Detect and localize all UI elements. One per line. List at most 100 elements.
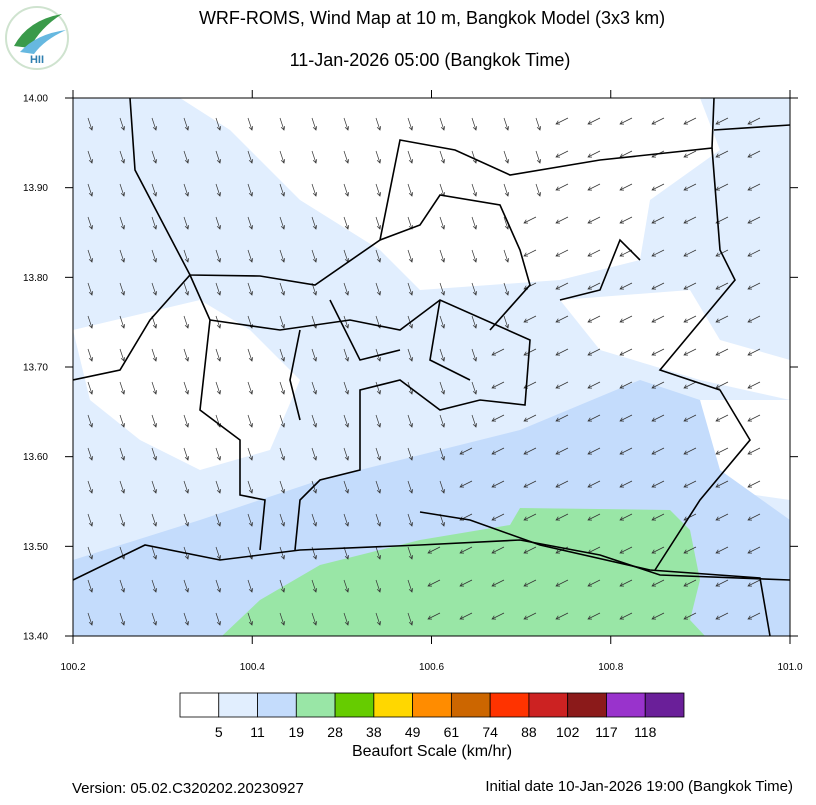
wind-arrow <box>651 513 665 521</box>
wind-arrow <box>471 183 478 197</box>
wind-arrow <box>683 579 697 587</box>
wind-arrow <box>375 480 382 494</box>
wind-arrow <box>619 579 633 587</box>
wind-arrow <box>87 216 94 230</box>
wind-arrow <box>247 117 254 131</box>
wind-arrow <box>407 282 414 296</box>
field-calm <box>560 290 790 400</box>
colorbar-box <box>567 692 607 718</box>
wind-arrow <box>683 546 697 554</box>
coastline <box>419 511 771 636</box>
wind-arrow <box>375 216 382 230</box>
wind-arrow <box>683 447 697 455</box>
wind-arrow <box>183 117 190 131</box>
wind-arrow <box>555 513 569 521</box>
wind-arrow <box>119 183 126 197</box>
wind-arrow <box>343 150 350 164</box>
logo-leaf <box>14 14 62 48</box>
wind-arrow <box>683 282 697 290</box>
wind-arrow <box>555 381 569 389</box>
province-line <box>129 98 715 286</box>
wind-arrow <box>715 579 729 587</box>
colorbar-box <box>257 692 297 718</box>
wind-arrow <box>407 117 414 131</box>
wind-arrow <box>311 381 318 395</box>
y-tick-label: 13.50 <box>23 542 48 553</box>
wind-arrow <box>471 282 478 296</box>
wind-arrow <box>491 447 505 455</box>
wind-arrow <box>651 282 665 290</box>
colorbar-label: 61 <box>444 724 460 740</box>
wind-arrow <box>375 150 382 164</box>
colorbar-label: 118 <box>634 724 657 740</box>
wind-arrow <box>343 117 350 131</box>
wind-arrow <box>343 447 350 461</box>
wind-arrow <box>715 513 729 521</box>
wind-arrow <box>651 414 665 422</box>
map-subtitle: 11-Jan-2026 05:00 (Bangkok Time) <box>290 50 571 70</box>
wind-arrow <box>247 513 254 527</box>
wind-arrow <box>651 381 665 389</box>
wind-arrow <box>715 447 729 455</box>
wind-arrow <box>523 447 537 455</box>
wind-arrow <box>343 381 350 395</box>
wind-arrow <box>459 579 473 587</box>
wind-arrow <box>619 447 633 455</box>
wind-arrow <box>119 315 126 329</box>
wind-arrow <box>151 414 158 428</box>
wind-arrow <box>523 249 537 257</box>
wind-arrow <box>215 183 222 197</box>
wind-arrow <box>523 513 537 521</box>
wind-arrow <box>459 612 473 620</box>
wind-arrow <box>747 216 761 224</box>
wind-arrow <box>343 183 350 197</box>
wind-arrow <box>747 414 761 422</box>
wind-arrow <box>375 414 382 428</box>
wind-arrow <box>683 249 697 257</box>
colorbar-box <box>334 692 375 718</box>
wind-arrow <box>619 414 633 422</box>
wind-arrow <box>183 183 190 197</box>
wind-arrow <box>747 117 761 125</box>
district-lines <box>289 194 641 421</box>
x-tick-label: 100.8 <box>598 662 623 673</box>
logo: HII <box>5 6 69 70</box>
wind-arrow <box>747 348 761 356</box>
wind-arrow <box>439 447 446 461</box>
wind-arrow <box>151 183 158 197</box>
wind-arrow <box>683 117 697 125</box>
wind-arrow <box>619 117 633 125</box>
x-tick-label: 101.0 <box>777 662 802 673</box>
wind-arrow <box>183 150 190 164</box>
wind-arrow <box>651 348 665 356</box>
logo-circle <box>5 6 69 70</box>
map-title: WRF-ROMS, Wind Map at 10 m, Bangkok Mode… <box>199 8 665 28</box>
wind-arrow <box>311 348 318 362</box>
colorbar-label: 49 <box>405 724 421 740</box>
wind-arrow <box>491 546 505 554</box>
wind-arrow <box>375 579 382 593</box>
wind-arrow <box>471 117 478 131</box>
wind-arrow <box>619 348 633 356</box>
wind-arrow <box>87 282 94 296</box>
y-tick-label: 13.40 <box>23 632 48 643</box>
wind-arrow <box>523 216 537 224</box>
wind-arrow <box>407 612 414 626</box>
wind-arrow <box>119 150 126 164</box>
wind-arrow <box>119 117 126 131</box>
wind-arrow <box>471 381 478 395</box>
wind-arrow <box>587 117 601 125</box>
wind-arrow <box>279 117 286 131</box>
wind-arrow <box>587 183 601 191</box>
wind-arrow <box>619 612 633 620</box>
wind-arrow <box>151 249 158 263</box>
y-tick-label: 13.90 <box>23 183 48 194</box>
colorbar-box <box>606 692 646 718</box>
colorbar-label: 11 <box>250 724 265 740</box>
wind-arrow <box>151 381 158 395</box>
wind-arrow <box>651 249 665 257</box>
wind-arrow <box>715 150 729 158</box>
wind-arrow <box>683 414 697 422</box>
wind-arrow <box>503 117 510 131</box>
wind-arrow <box>747 579 761 587</box>
